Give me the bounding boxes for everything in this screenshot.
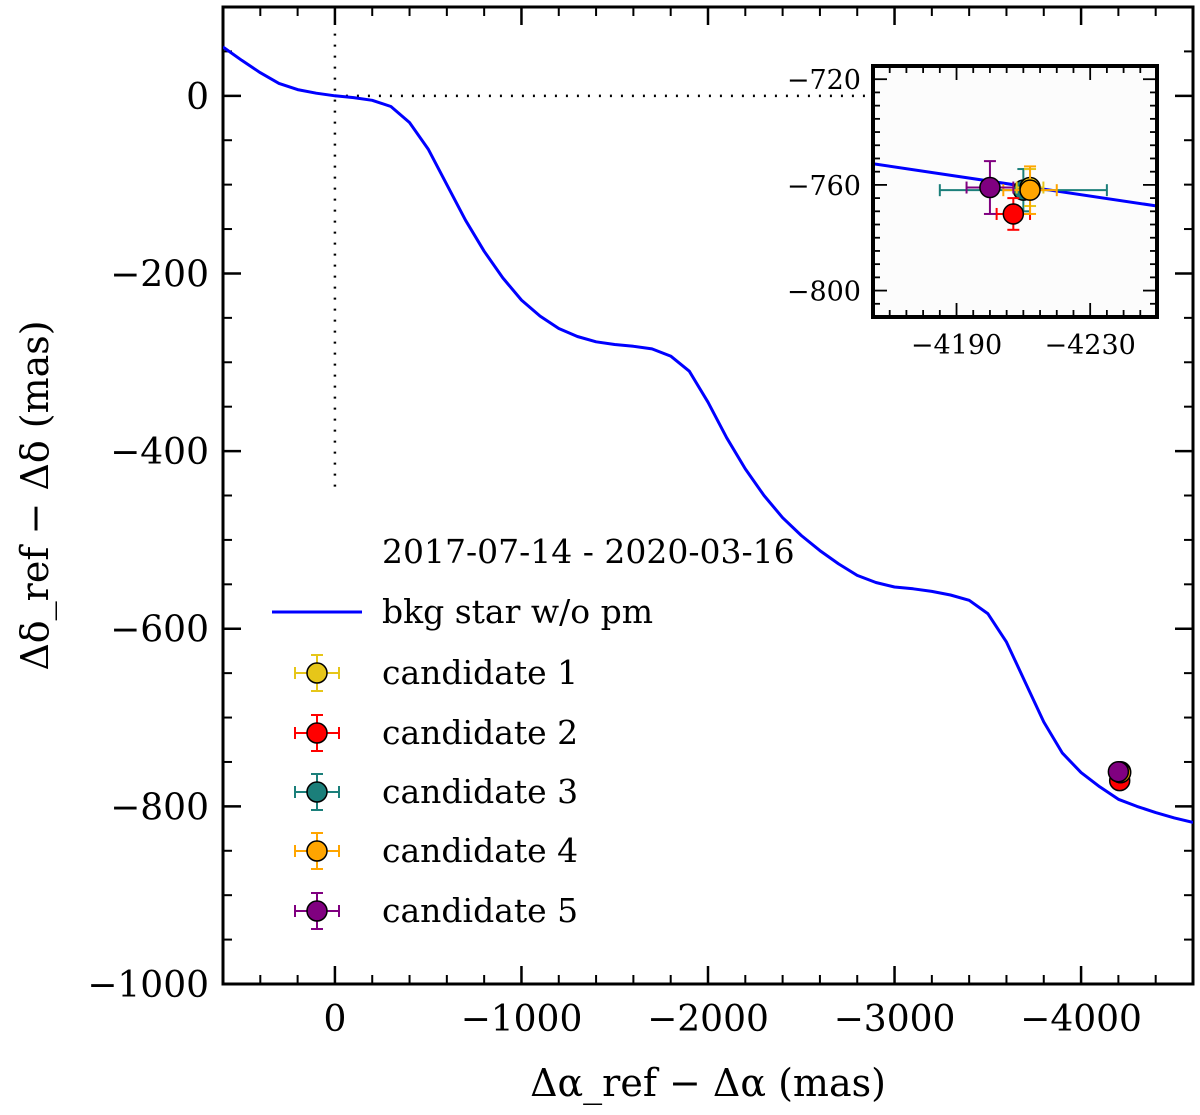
legend-label: candidate 3 [382,772,578,811]
x-tick-label: −3000 [834,999,956,1040]
x-tick-label: −1000 [461,999,583,1040]
legend-marker-swatch [306,900,328,922]
y-tick-label: −800 [110,787,209,828]
y-tick-label: −200 [110,254,209,295]
legend-label: candidate 5 [382,891,578,930]
x-tick-label: 0 [323,999,346,1040]
background-star-track-line [223,45,1193,824]
candidate-5-inset-marker [979,176,1001,199]
y-axis-title: Δδ_ref − Δδ (mas) [13,320,58,670]
candidate-2-inset-marker [1002,203,1025,225]
x-tick-label: −4000 [1020,999,1142,1040]
legend-title: 2017-07-14 - 2020-03-16 [382,532,795,571]
candidate-4-errorbar [1002,165,1058,215]
y-tick-label: −400 [110,432,209,473]
legend-marker-swatch [306,662,328,684]
candidate-4-inset-marker [1019,179,1041,201]
candidate-5-errorbar [965,160,1015,215]
legend-marker-swatch [306,722,328,744]
legend-marker-swatch [306,781,328,803]
legend-label: bkg star w/o pm [382,592,653,631]
inset-y-tick-label: −760 [787,171,861,202]
y-tick-label: 0 [186,77,209,118]
inset-data [873,160,1157,231]
y-tick-label: −600 [110,610,209,651]
y-tick-label: −1000 [87,965,209,1006]
inset-y-tick-label: −800 [787,277,861,308]
legend-label: candidate 4 [382,831,578,870]
legend-marker-swatch [306,840,328,862]
inset-x-tick-label: −4230 [1045,330,1136,361]
inset-x-tick-label: −4190 [911,330,1002,361]
inset-plot: −4190 −4230 −720 −760 −800 [787,64,1159,361]
legend-label: candidate 1 [382,653,578,692]
inset-frame [871,64,1159,319]
x-tick-label: −2000 [647,999,769,1040]
legend: 2017-07-14 - 2020-03-16 bkg star w/o pm ca… [272,532,795,930]
inset-y-tick-label: −720 [787,65,861,96]
candidate-5-marker [1107,760,1130,783]
x-axis-title: Δα_ref − Δα (mas) [530,1061,886,1106]
legend-label: candidate 2 [382,713,578,752]
